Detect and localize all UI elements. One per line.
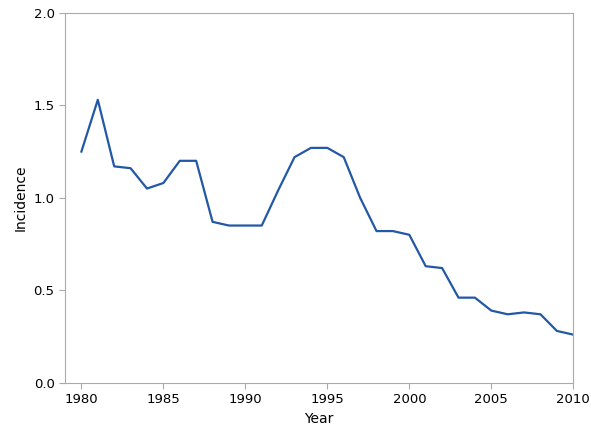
X-axis label: Year: Year (304, 412, 334, 426)
Y-axis label: Incidence: Incidence (14, 165, 28, 231)
